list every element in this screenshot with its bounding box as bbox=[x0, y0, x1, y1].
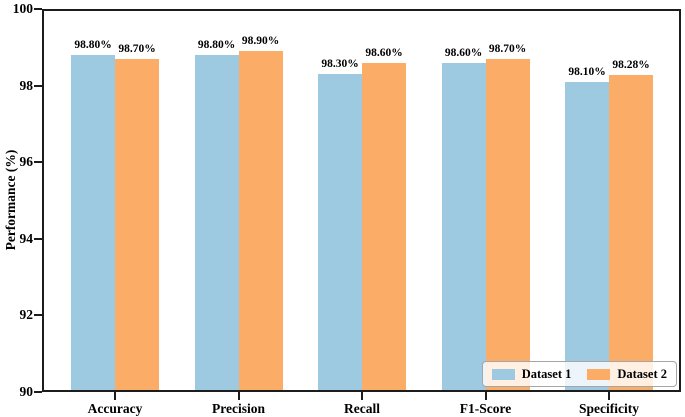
bar-precision-1 bbox=[194, 54, 239, 392]
bar-accuracy-1 bbox=[71, 54, 115, 392]
bar-value-label: 98.90% bbox=[241, 35, 280, 48]
bar-f1-score-2 bbox=[485, 58, 530, 392]
x-tick-label-f1-score: F1-Score bbox=[459, 401, 512, 416]
x-tick bbox=[361, 392, 363, 400]
legend-label-1: Dataset 1 bbox=[521, 367, 572, 381]
legend-entry-1: Dataset 1 bbox=[491, 367, 572, 381]
bar-value-label: 98.70% bbox=[488, 42, 527, 55]
y-tick bbox=[34, 161, 42, 164]
legend-swatch-1 bbox=[491, 368, 515, 380]
plot-area: Dataset 1 Dataset 2 98.80% 98.70% Accuracy 9… bbox=[13, 1, 681, 416]
y-tick bbox=[34, 237, 42, 240]
x-tick-label-recall: Recall bbox=[344, 401, 380, 416]
bar-recall-2 bbox=[362, 62, 406, 392]
bar-specificity-1 bbox=[565, 81, 609, 392]
x-tick-label-accuracy: Accuracy bbox=[87, 401, 143, 416]
bar-value-label: 98.30% bbox=[321, 58, 359, 71]
bar-precision-2 bbox=[238, 51, 283, 392]
y-tick bbox=[34, 391, 42, 393]
bar-value-label: 98.28% bbox=[612, 58, 650, 71]
y-tick-label: 96 bbox=[19, 154, 34, 170]
bar-f1-score-1 bbox=[441, 62, 486, 392]
y-tick-label: 94 bbox=[19, 230, 34, 246]
bar-recall-1 bbox=[318, 74, 362, 392]
y-tick bbox=[34, 314, 42, 317]
y-tick-label: 100 bbox=[12, 1, 33, 16]
x-tick bbox=[237, 392, 240, 400]
y-tick-label: 90 bbox=[19, 384, 34, 399]
legend-entry-2: Dataset 2 bbox=[587, 367, 667, 381]
x-tick bbox=[484, 392, 487, 400]
y-tick-label: 98 bbox=[19, 77, 34, 93]
y-tick-label: 92 bbox=[19, 307, 34, 323]
bar-value-label: 98.80% bbox=[197, 38, 236, 51]
bar-value-label: 98.70% bbox=[118, 42, 156, 55]
legend-swatch-2 bbox=[587, 368, 611, 380]
x-tick bbox=[608, 392, 610, 400]
y-tick bbox=[34, 8, 42, 10]
legend: Dataset 1 Dataset 2 bbox=[481, 361, 677, 387]
bar-value-label: 98.60% bbox=[365, 46, 403, 59]
x-tick-label-specificity: Specificity bbox=[579, 401, 639, 416]
bar-specificity-2 bbox=[609, 74, 653, 392]
bar-accuracy-2 bbox=[115, 58, 159, 392]
bar-value-label: 98.60% bbox=[444, 46, 483, 59]
y-tick bbox=[34, 84, 42, 87]
legend-label-2: Dataset 2 bbox=[617, 367, 667, 381]
x-tick-label-precision: Precision bbox=[212, 401, 265, 416]
x-tick bbox=[114, 392, 116, 400]
bar-value-label: 98.80% bbox=[74, 38, 112, 51]
bar-value-label: 98.10% bbox=[568, 65, 606, 78]
